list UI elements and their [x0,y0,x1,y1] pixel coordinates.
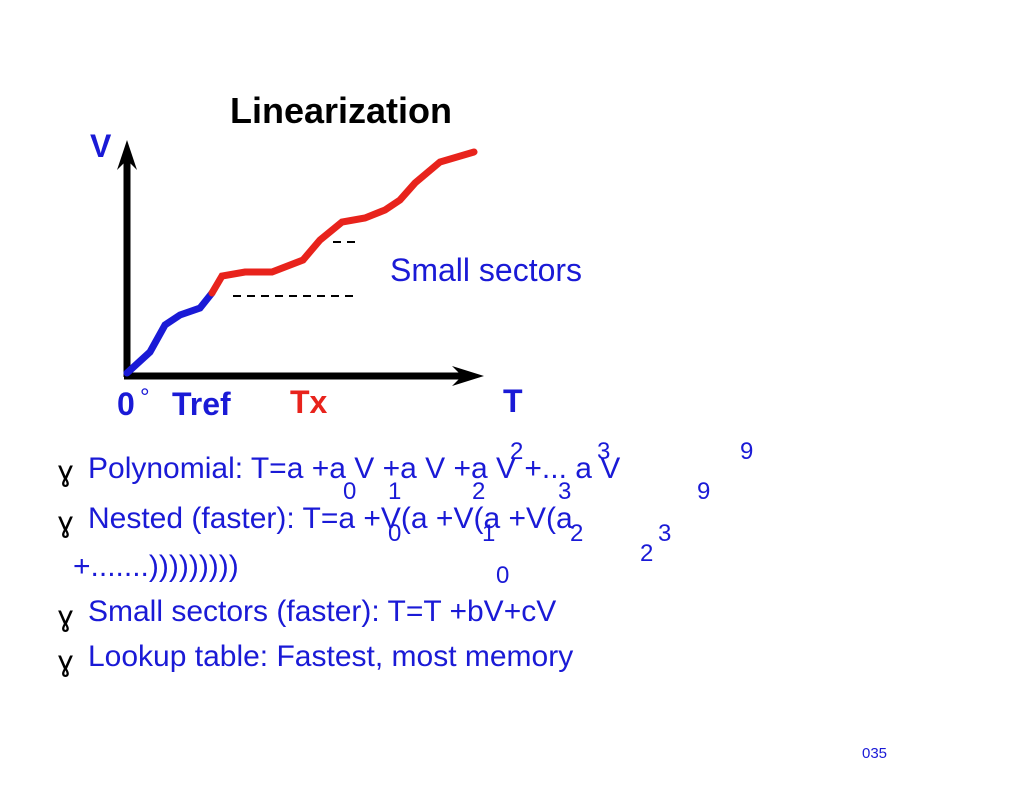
bullet-marker-icon: ɣ [58,455,74,488]
x-axis-arrowhead [452,366,484,386]
bullet-marker-icon: ɣ [58,600,74,633]
subscript: 0 [388,520,402,547]
page-number: 035 [862,745,888,762]
subscript: 3 [558,478,572,505]
subscript: 2 [472,478,486,505]
superscript: 9 [740,438,754,465]
curve-blue-segment [123,289,216,377]
origin-label: 0 [117,386,135,422]
bullet-small-sectors: Small sectors (faster): T=T +bV+cV [88,595,557,628]
bullet-marker-icon: ɣ [58,506,74,539]
subscript: 1 [482,520,496,547]
bullet-polynomial: Polynomial: T=a +a V +a V +a V +... a V [88,452,621,485]
curve-red-segment [208,148,478,297]
subscript: 1 [388,478,402,505]
y-axis-label: V [90,128,112,164]
tref-label: Tref [172,386,231,422]
slide-title: Linearization [230,90,453,131]
small-sectors-label: Small sectors [390,252,583,288]
bullet-nested: Nested (faster): T=a +V(a +V(a +V(a [88,502,573,535]
superscript: 3 [658,520,672,547]
tx-label: Tx [290,384,328,420]
x-axis-label: T [503,383,523,419]
superscript: 2 [510,438,524,465]
bullet-marker-icon: ɣ [58,645,74,678]
subscript: 2 [640,540,654,567]
y-axis-arrowhead [117,140,137,170]
bullet-lookup-table: Lookup table: Fastest, most memory [88,640,574,673]
subscript: 0 [496,562,510,589]
subscript: 9 [697,478,711,505]
superscript: 3 [597,438,611,465]
subscript: 2 [570,520,584,547]
bullet-nested-continuation: +.......))))))))) [73,550,239,583]
subscript: 0 [343,478,357,505]
degree-symbol: ° [140,384,150,411]
